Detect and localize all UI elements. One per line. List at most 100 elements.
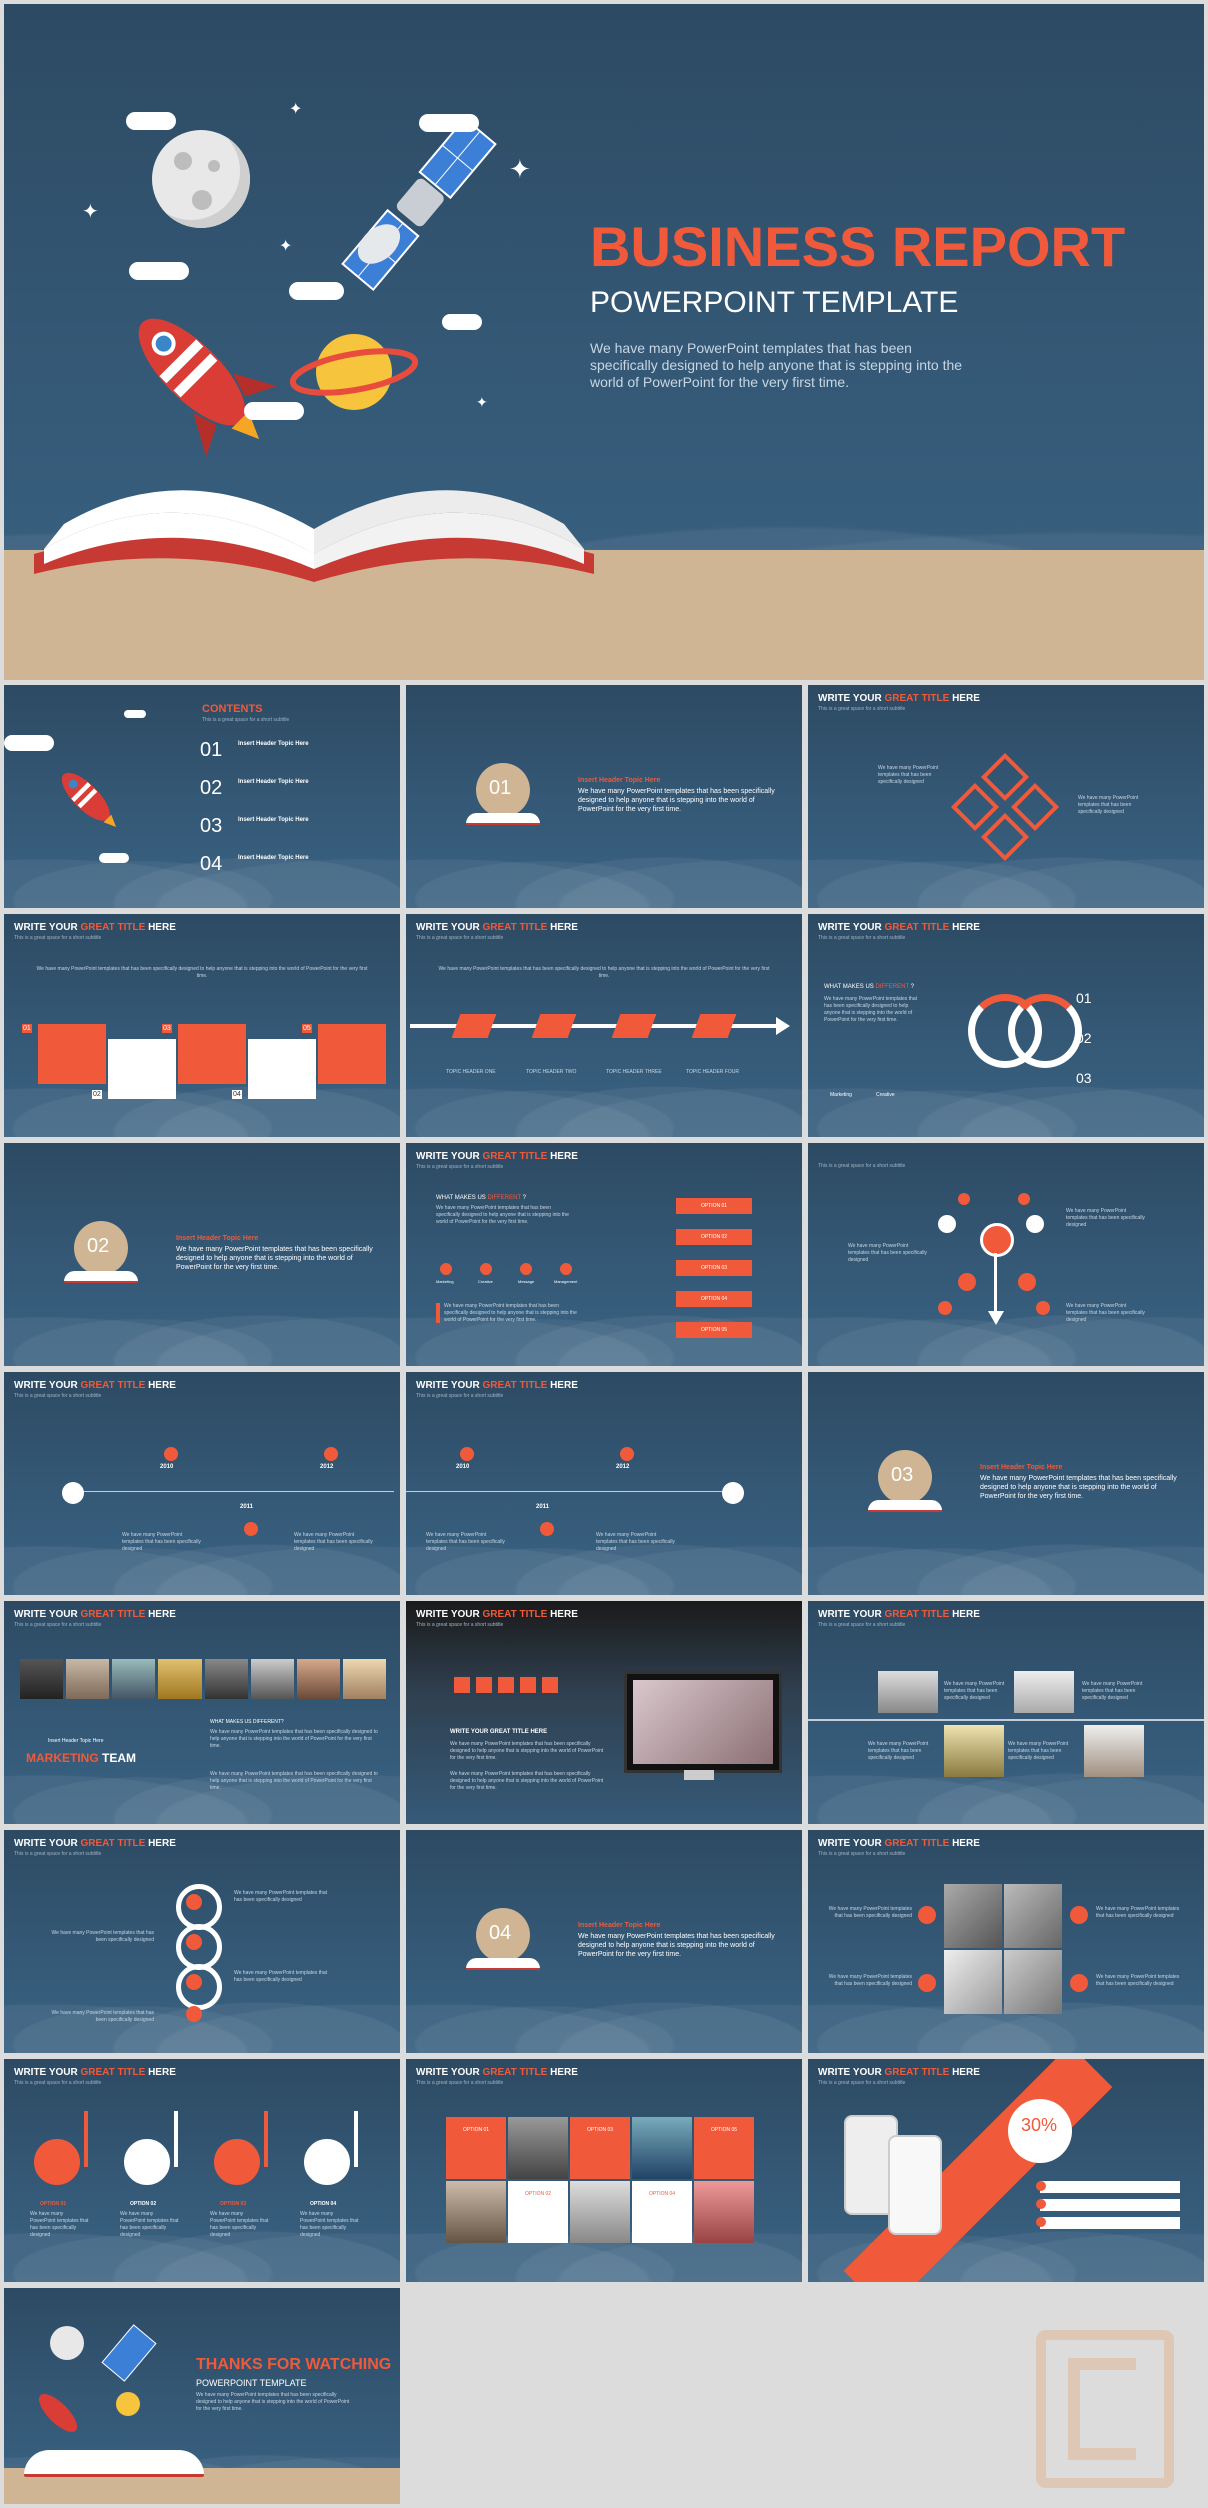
- avatar: [112, 1659, 156, 1699]
- box-number: 04: [232, 1090, 242, 1099]
- arrows-options-slide[interactable]: WRITE YOUR GREAT TITLE HERE This is a gr…: [4, 2059, 400, 2282]
- slide-subtitle: This is a great space for a short subtit…: [818, 1163, 906, 1169]
- option-ribbon: OPTION 04: [676, 1291, 752, 1307]
- diamond-slide[interactable]: WRITE YOUR GREAT TITLE HERE This is a gr…: [808, 685, 1204, 908]
- different-slide[interactable]: WRITE YOUR GREAT TITLE HERE This is a gr…: [808, 914, 1204, 1137]
- section-slide-02[interactable]: 02 Insert Header Topic Here We have many…: [4, 1143, 400, 1366]
- photo: [1004, 1950, 1062, 2014]
- numbered-boxes-slide[interactable]: WRITE YOUR GREAT TITLE HERE This is a gr…: [4, 914, 400, 1137]
- section-slide-04[interactable]: 04 Insert Header Topic Here We have many…: [406, 1830, 802, 2053]
- cloud-icon: [289, 282, 344, 300]
- option-cell: OPTION 04: [632, 2181, 692, 2243]
- timeline-text: We have many PowerPoint templates that h…: [426, 1532, 505, 1552]
- collage-text: We have many PowerPoint templates that h…: [828, 1906, 912, 1919]
- box-number: 02: [92, 1090, 102, 1099]
- contents-item: 03 Insert Header Topic Here: [200, 815, 309, 838]
- start-icon: [62, 1482, 84, 1504]
- year-label: 2010: [160, 1464, 174, 1470]
- team-slide[interactable]: WRITE YOUR GREAT TITLE HERE This is a gr…: [4, 1601, 400, 1824]
- info-bar: [1040, 2181, 1180, 2193]
- rocket-icon: [138, 318, 277, 457]
- avatar: [20, 1659, 64, 1699]
- numbered-box: [38, 1024, 106, 1084]
- year-label: 2012: [616, 1464, 630, 1470]
- cloud-band: [4, 2197, 400, 2282]
- phone-percent-slide[interactable]: WRITE YOUR GREAT TITLE HERE This is a gr…: [808, 2059, 1204, 2282]
- serpentine-dot: [186, 2006, 202, 2022]
- tag-dot: [480, 1263, 492, 1275]
- year-label: 2012: [320, 1464, 334, 1470]
- serpentine-text: We have many PowerPoint templates that h…: [51, 1930, 154, 1943]
- slide-body: We have many PowerPoint templates that h…: [36, 966, 368, 979]
- section-header: Insert Header Topic Here: [578, 777, 661, 784]
- thanks-title: THANKS FOR WATCHING: [196, 2356, 392, 2373]
- section-slide-01[interactable]: 01 Insert Header Topic Here We have many…: [406, 685, 802, 908]
- slide-title: WRITE YOUR GREAT TITLE HERE: [416, 1151, 578, 1162]
- process-arrow: [410, 1024, 780, 1028]
- node-icon: [958, 1273, 976, 1291]
- option-icon: [34, 2139, 80, 2185]
- timeline-dot: [460, 1447, 474, 1461]
- arrow-process-slide[interactable]: WRITE YOUR GREAT TITLE HERE This is a gr…: [406, 914, 802, 1137]
- photo-caption: We have many PowerPoint templates that h…: [1008, 1741, 1069, 1761]
- different-body: We have many PowerPoint templates that h…: [436, 1205, 569, 1225]
- info-bar: [1040, 2199, 1180, 2211]
- options-ribbon-slide[interactable]: WRITE YOUR GREAT TITLE HERE This is a gr…: [406, 1143, 802, 1366]
- diamond-text-left: We have many PowerPoint templates that h…: [878, 765, 939, 785]
- contents-label: Insert Header Topic Here: [238, 741, 309, 747]
- photo-grid-slide[interactable]: WRITE YOUR GREAT TITLE HERE This is a gr…: [808, 1601, 1204, 1824]
- slide-subtitle: This is a great space for a short subtit…: [416, 1622, 504, 1628]
- photo: [570, 2181, 630, 2243]
- icon-tile: [520, 1677, 536, 1693]
- section-slide-03[interactable]: 03 Insert Header Topic Here We have many…: [808, 1372, 1204, 1595]
- photo-collage-slide[interactable]: WRITE YOUR GREAT TITLE HERE This is a gr…: [808, 1830, 1204, 2053]
- computer-slide[interactable]: WRITE YOUR GREAT TITLE HERE This is a gr…: [406, 1601, 802, 1824]
- node-icon: [1018, 1273, 1036, 1291]
- option-icon: [124, 2139, 170, 2185]
- slide-subtitle: This is a great space for a short subtit…: [14, 935, 102, 941]
- book-icon: [466, 813, 540, 825]
- image-mosaic-slide[interactable]: WRITE YOUR GREAT TITLE HERE This is a gr…: [406, 2059, 802, 2282]
- timeline-slide-2[interactable]: WRITE YOUR GREAT TITLE HERE This is a gr…: [406, 1372, 802, 1595]
- cover-slide[interactable]: ✦ ✦ ✦ ✦ ✦ BUSINESS REPORT POWERPOINT TEM…: [4, 4, 1204, 680]
- team-body: We have many PowerPoint templates that h…: [210, 1771, 378, 1791]
- contents-label: Insert Header Topic Here: [238, 779, 309, 785]
- mindmap-slide[interactable]: This is a great space for a short subtit…: [808, 1143, 1204, 1366]
- cloud-band: [808, 823, 1204, 908]
- feature-icon: [918, 1974, 936, 1992]
- option-ribbon: OPTION 03: [676, 1260, 752, 1276]
- photo: [632, 2117, 692, 2179]
- option-icon: [214, 2139, 260, 2185]
- photo-body: We have many PowerPoint templates that h…: [450, 1741, 604, 1761]
- option-ribbon: OPTION 02: [676, 1229, 752, 1245]
- timeline-slide[interactable]: WRITE YOUR GREAT TITLE HERE This is a gr…: [4, 1372, 400, 1595]
- slide-subtitle: This is a great space for a short subtit…: [818, 1622, 906, 1628]
- watermark-logo: [1036, 2330, 1174, 2488]
- star-icon: ✦: [509, 154, 531, 184]
- timeline-dot: [324, 1447, 338, 1461]
- step-label: TOPIC HEADER ONE: [446, 1069, 496, 1075]
- slide-title: WRITE YOUR GREAT TITLE HERE: [416, 2067, 578, 2078]
- option-label: OPTION 02: [130, 2201, 157, 2207]
- contents-number: 04: [200, 853, 223, 875]
- slide-subtitle: This is a great space for a short subtit…: [14, 1851, 102, 1857]
- option-arrow: [354, 2111, 358, 2167]
- arrow-head: [988, 1311, 1004, 1325]
- slide-subtitle: This is a great space for a short subtit…: [14, 2080, 102, 2086]
- list-number: 02: [1076, 1030, 1092, 1046]
- slide-title: WRITE YOUR GREAT TITLE HERE: [14, 922, 176, 933]
- slide-subtitle: This is a great space for a short subtit…: [14, 1622, 102, 1628]
- timeline-dot: [164, 1447, 178, 1461]
- serpentine-slide[interactable]: WRITE YOUR GREAT TITLE HERE This is a gr…: [4, 1830, 400, 2053]
- different-body: We have many PowerPoint templates that h…: [444, 1303, 577, 1323]
- slide-title: WRITE YOUR GREAT TITLE HERE: [818, 1609, 980, 1620]
- node-icon: [938, 1215, 956, 1233]
- section-body: We have many PowerPoint templates that h…: [980, 1475, 1177, 1500]
- thanks-slide[interactable]: THANKS FOR WATCHING POWERPOINT TEMPLATE …: [4, 2288, 400, 2504]
- contents-slide[interactable]: CONTENTS This is a great space for a sho…: [4, 685, 400, 908]
- process-step: [451, 1014, 497, 1038]
- timeline-text: We have many PowerPoint templates that h…: [122, 1532, 201, 1552]
- end-icon: [722, 1482, 744, 1504]
- section-badge: [476, 1908, 530, 1962]
- option-arrow: [84, 2111, 88, 2167]
